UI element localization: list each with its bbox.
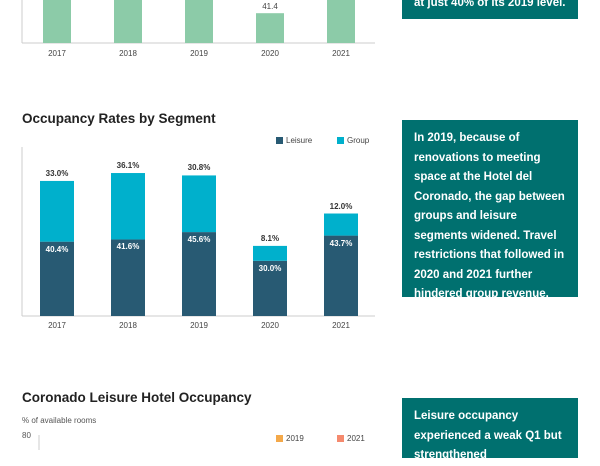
legend-swatch (276, 435, 283, 442)
bar-leisure-2021 (324, 235, 358, 316)
data-label: 41.4 (262, 2, 278, 12)
bar-group-2019 (182, 175, 216, 233)
x-tick-label: 2020 (261, 49, 279, 58)
x-tick-label: 2021 (332, 321, 350, 330)
data-label-leisure: 41.6% (116, 242, 140, 252)
x-tick-label: 2017 (48, 49, 66, 58)
bar-leisure-2018 (111, 239, 145, 316)
chart-title-leisure: Coronado Leisure Hotel Occupancy (22, 390, 252, 405)
y-axis-label: % of available rooms (22, 416, 97, 425)
bar-leisure-2017 (40, 241, 74, 316)
bar-2019 (185, 0, 213, 43)
insight-box-top: at just 40% of its 2019 level. (402, 0, 578, 19)
legend-label: Group (347, 136, 370, 145)
legend-leisure: Leisure (276, 136, 312, 145)
x-tick-label: 2017 (48, 321, 66, 330)
legend-2021: 2021 (337, 434, 365, 443)
legend-2019: 2019 (276, 434, 304, 443)
x-tick-label: 2018 (119, 321, 137, 330)
x-tick-label: 2019 (190, 321, 208, 330)
bar-2017 (43, 0, 71, 43)
data-label-leisure: 43.7% (329, 238, 353, 248)
bar-group-2018 (111, 173, 145, 240)
bar-leisure-2020 (253, 260, 287, 316)
bar-2020 (256, 13, 284, 43)
insight-box-leisure: Leisure occupancy experienced a weak Q1 … (402, 398, 578, 461)
bar-leisure-2019 (182, 232, 216, 316)
legend-group: Group (337, 136, 369, 145)
bar-group-2021 (324, 213, 358, 236)
insight-box-segment: In 2019, because of renovations to meeti… (402, 120, 578, 300)
charts-canvas (21, 0, 375, 450)
chart-title-segment: Occupancy Rates by Segment (22, 111, 216, 126)
x-tick-label: 2018 (119, 49, 137, 58)
data-label-leisure: 45.6% (187, 235, 211, 245)
legend-label: 2019 (286, 434, 304, 443)
data-label-leisure: 30.0% (258, 263, 282, 273)
legend-label: 2021 (347, 434, 365, 443)
bar-group-2017 (40, 180, 74, 242)
bar-2018 (114, 0, 142, 43)
data-label-group: 12.0% (329, 201, 353, 211)
bar-2021 (327, 0, 355, 43)
x-tick-label: 2020 (261, 321, 279, 330)
legend-swatch (337, 137, 344, 144)
data-label-group: 33.0% (45, 168, 69, 178)
x-tick-label: 2021 (332, 49, 350, 58)
y-tick: 80 (22, 431, 31, 440)
data-label-group: 8.1% (260, 233, 280, 243)
data-label-group: 30.8% (187, 163, 211, 173)
data-label-leisure: 40.4% (45, 244, 69, 254)
bar-group-2020 (253, 245, 287, 261)
legend-label: Leisure (286, 136, 313, 145)
legend-swatch (337, 435, 344, 442)
data-label-group: 36.1% (116, 161, 140, 171)
legend-swatch (276, 137, 283, 144)
x-tick-label: 2019 (190, 49, 208, 58)
